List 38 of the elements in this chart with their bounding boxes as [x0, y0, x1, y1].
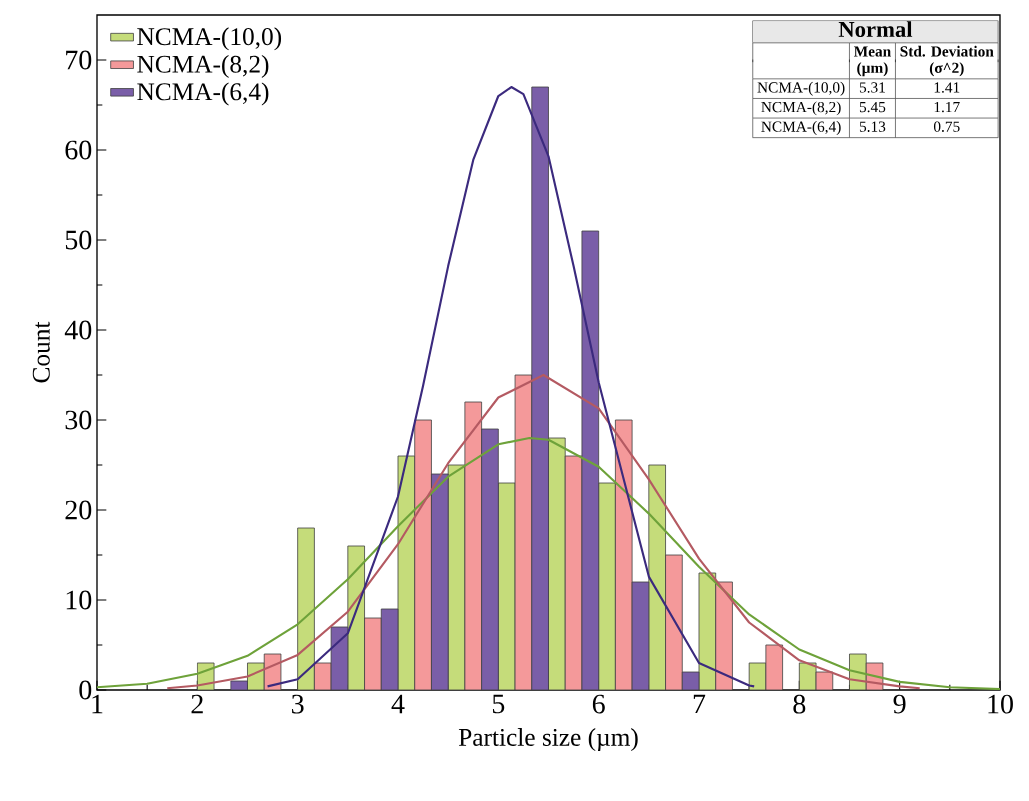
y-tick-label: 50 [65, 230, 92, 250]
y-tick-label: 60 [65, 140, 92, 160]
y-tick-label: 20 [65, 500, 92, 520]
x-tick-label: 6 [592, 694, 605, 714]
x-tick-label: 5 [492, 694, 505, 714]
x-tick-label: 4 [391, 694, 405, 714]
x-tick-label: 9 [893, 694, 906, 714]
legend-label: NCMA-(8,2) [137, 54, 269, 78]
line-series [166, 373, 921, 690]
annotation: 5.45 [859, 101, 886, 113]
x-tick-label: 1 [92, 694, 103, 714]
annotation: (µm) [857, 62, 888, 77]
annotation: NCMA-(8,2) [761, 101, 841, 116]
x-axis-title: Particle size (µm) [458, 728, 638, 752]
x-tick-label: 10 [988, 694, 1013, 714]
annotation: NCMA-(6,4) [761, 121, 841, 135]
y-tick-label: 30 [65, 410, 92, 430]
legend-label: NCMA-(6,4) [137, 82, 269, 106]
annotation: 1.41 [934, 82, 960, 93]
annotation: Std. Deviation [900, 45, 994, 57]
annotation: (σ^2) [929, 62, 964, 77]
x-tick-label: 3 [292, 694, 304, 714]
annotation: Normal [838, 21, 913, 38]
annotation: 5.31 [859, 82, 885, 93]
y-tick-label: 10 [66, 590, 92, 610]
annotation: 1.17 [934, 101, 960, 113]
y-tick-label: 40 [64, 320, 92, 340]
annotation: 5.13 [859, 121, 886, 132]
y-tick-label: 70 [66, 50, 92, 70]
y-axis-title: Count [32, 321, 50, 383]
x-tick-label: 2 [191, 694, 203, 714]
x-tick-label: 8 [793, 694, 806, 714]
annotation: NCMA-(10,0) [757, 81, 845, 96]
legend-label: NCMA-(10,0) [137, 27, 282, 51]
annotation: 0.75 [933, 121, 960, 132]
annotation: Mean [853, 46, 891, 57]
y-tick-label: 0 [79, 680, 92, 700]
x-tick-label: 7 [693, 694, 706, 714]
